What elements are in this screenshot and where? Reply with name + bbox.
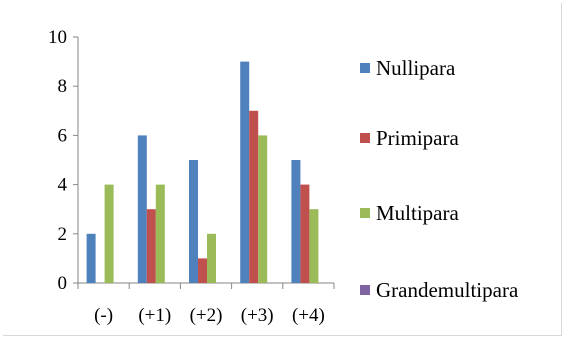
bar-multipara-0 (104, 184, 114, 283)
bar-primipara-3 (249, 110, 259, 283)
legend-label: Grandemultipara (376, 278, 519, 302)
x-tick-label: (+1) (138, 305, 171, 326)
bar-multipara-4 (309, 209, 319, 283)
legend-label: Primipara (376, 126, 459, 150)
y-tick-label: 0 (58, 273, 68, 294)
y-tick-label: 8 (58, 76, 68, 97)
y-tick-label: 10 (48, 27, 67, 48)
y-tick-label: 4 (58, 175, 68, 196)
x-tick-label: (+2) (190, 305, 223, 326)
chart-frame (3, 3, 562, 336)
bar-multipara-2 (207, 233, 216, 283)
bar-nullipara-2 (189, 160, 198, 283)
legend-label: Nullipara (376, 56, 456, 80)
legend-swatch (360, 208, 370, 218)
bar-primipara-1 (146, 209, 156, 283)
bar-primipara-2 (198, 258, 207, 283)
bar-primipara-4 (300, 184, 310, 283)
bar-nullipara-4 (291, 160, 301, 283)
legend-label: Multipara (376, 201, 459, 225)
bar-multipara-1 (155, 184, 165, 283)
bar-nullipara-1 (137, 135, 147, 283)
x-tick-label: (+4) (292, 305, 325, 326)
legend-swatch (360, 133, 370, 143)
bar-nullipara-3 (240, 61, 250, 283)
x-tick-label: (-) (94, 305, 113, 326)
bar-multipara-3 (258, 135, 268, 283)
bar-nullipara-0 (86, 233, 96, 283)
legend-swatch (360, 63, 370, 73)
legend-swatch (360, 285, 370, 295)
y-tick-label: 6 (58, 125, 68, 146)
x-tick-label: (+3) (241, 305, 274, 326)
y-tick-label: 2 (58, 224, 68, 245)
